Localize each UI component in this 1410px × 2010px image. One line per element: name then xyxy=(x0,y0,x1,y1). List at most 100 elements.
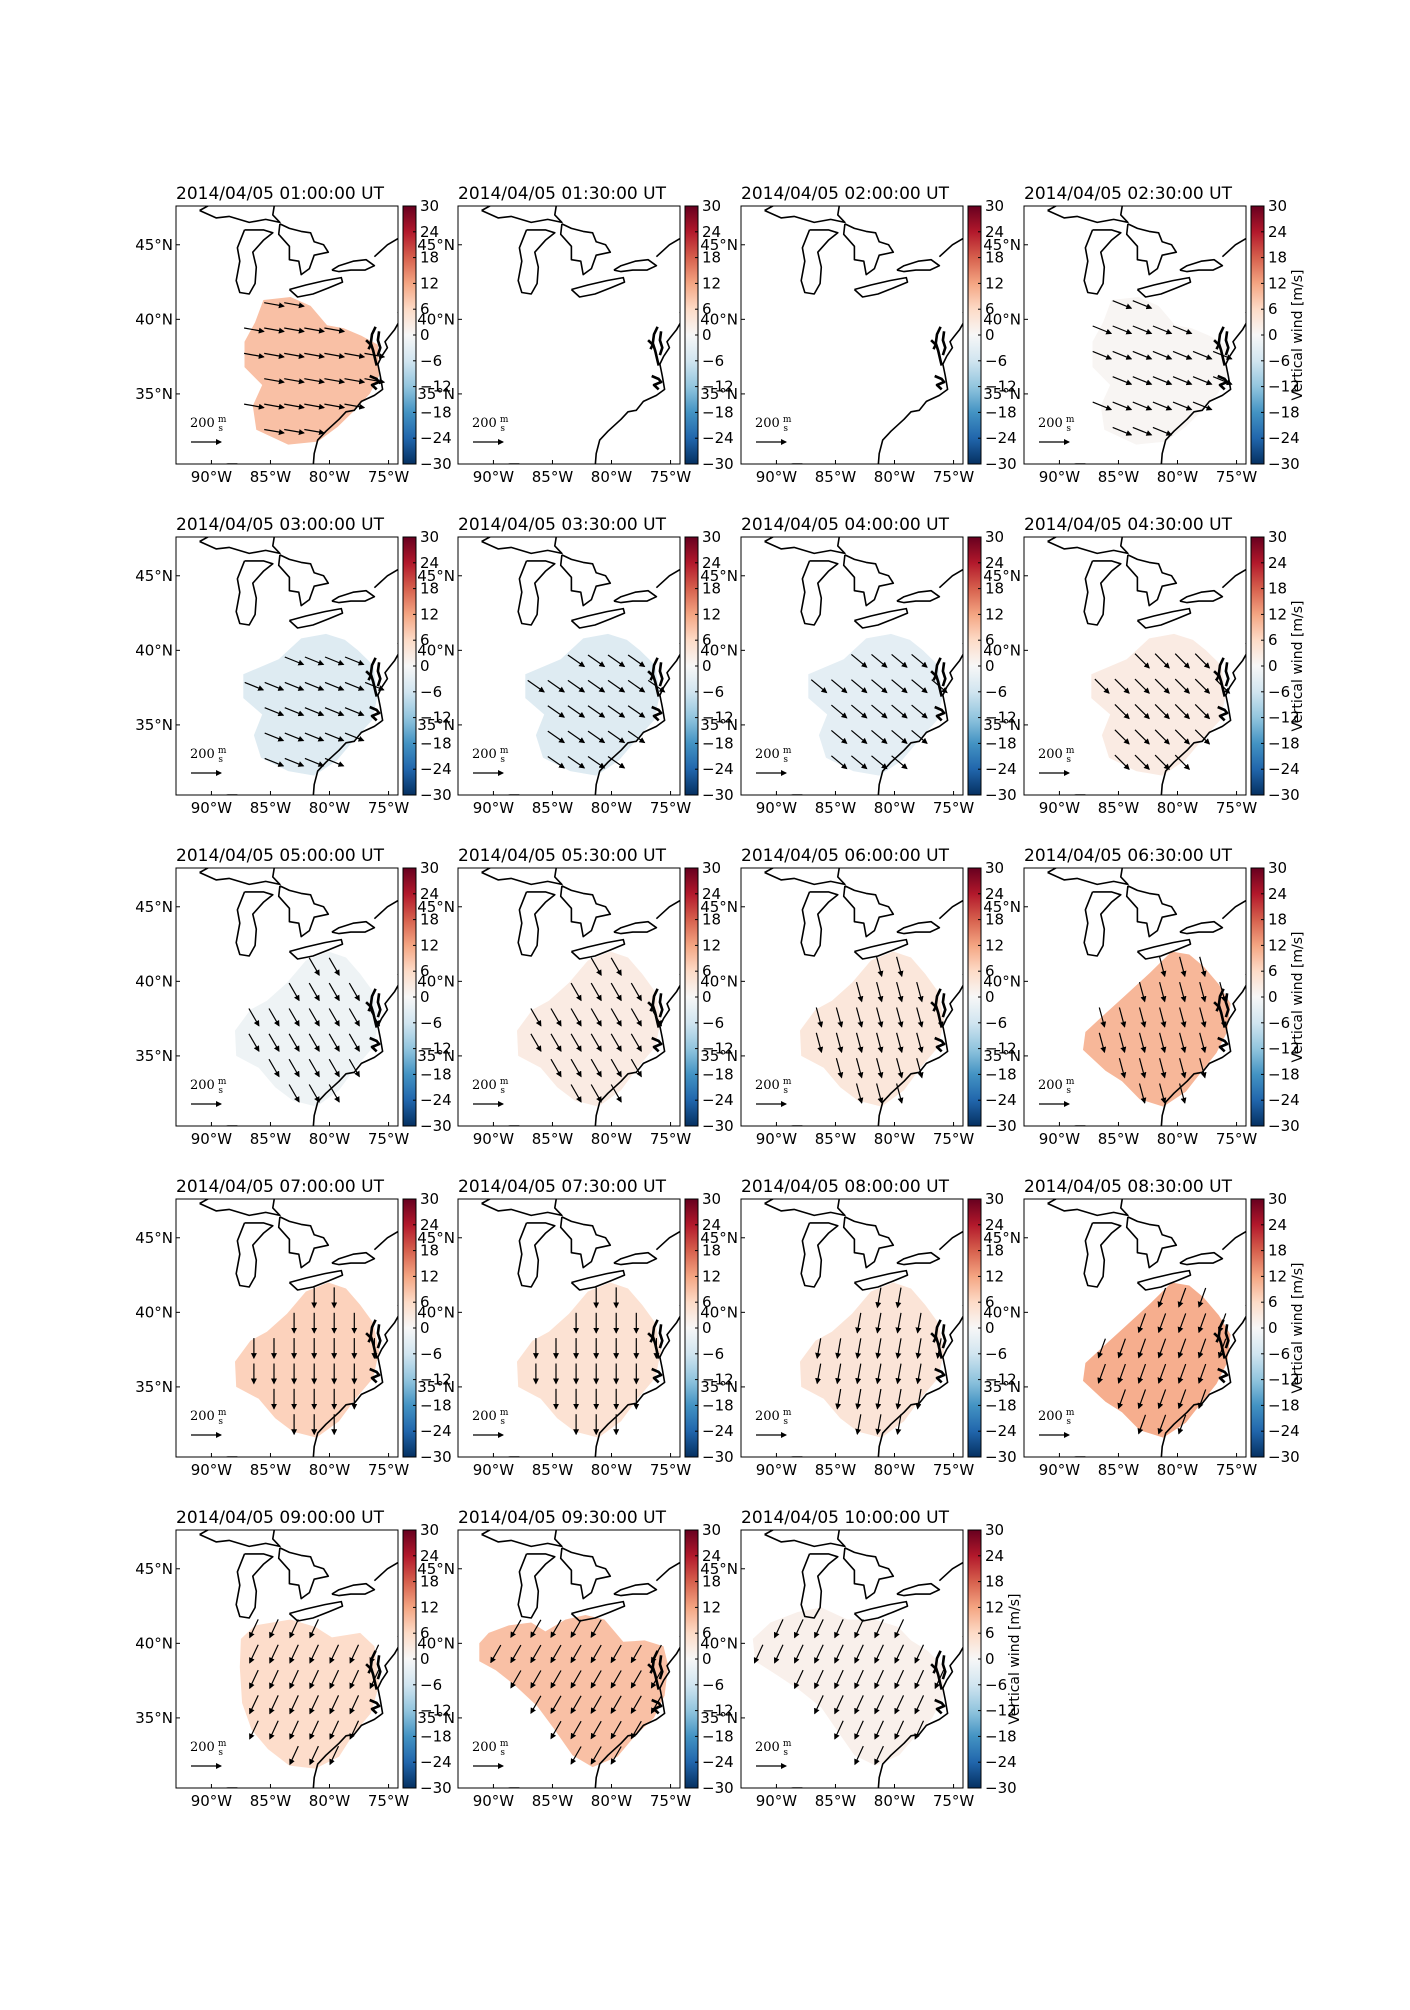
wind-vector xyxy=(831,679,848,694)
wind-vector xyxy=(369,1669,380,1690)
wind-vector xyxy=(1159,1058,1167,1079)
coastline xyxy=(277,223,330,276)
wind-vector xyxy=(348,1033,360,1052)
colorbar-tick-label: 6 xyxy=(985,1624,995,1642)
wind-vector xyxy=(1194,653,1211,669)
colorbar-tick-label: −24 xyxy=(985,429,1017,447)
wind-vector xyxy=(855,1058,864,1079)
wind-vector xyxy=(1172,325,1193,335)
scale-label: 200 m s xyxy=(755,1408,792,1427)
wind-vector xyxy=(243,403,265,410)
coastline xyxy=(853,1269,909,1291)
coastline xyxy=(277,1216,330,1269)
scale-value: 200 xyxy=(755,747,780,762)
wind-vector xyxy=(1134,754,1150,771)
colorbar-tick-label: −24 xyxy=(702,1753,734,1771)
wind-vector xyxy=(328,982,340,1002)
scale-unit-den: s xyxy=(783,424,788,434)
scale-unit-den: s xyxy=(500,1417,505,1427)
wind-vector xyxy=(911,653,928,668)
coastline xyxy=(376,993,382,1018)
wind-vector xyxy=(590,1058,602,1078)
wind-vector xyxy=(1194,703,1211,720)
wind-vector xyxy=(896,1083,904,1104)
coastline xyxy=(1213,1332,1221,1343)
lat-tick-label: 35°N xyxy=(700,1047,738,1065)
colorbar-tick-label: 6 xyxy=(985,1293,995,1311)
panel-title: 2014/04/05 03:00:00 UT xyxy=(176,515,385,535)
wind-vector xyxy=(1217,1313,1227,1334)
coastline xyxy=(365,1663,373,1674)
coastline xyxy=(1224,1324,1230,1349)
coastline xyxy=(199,537,281,555)
colorbar: 30 24 18 12 6 0 −6 −12 −18 −24 −30 xyxy=(684,528,734,804)
wind-vector xyxy=(895,1363,902,1385)
wind-vector xyxy=(854,1644,864,1664)
coastline xyxy=(517,560,556,626)
lon-tick-label: 80°W xyxy=(874,1130,916,1148)
wind-vector xyxy=(914,1720,925,1740)
lat-tick-label: 35°N xyxy=(983,1047,1021,1065)
wind-vector xyxy=(1157,1338,1167,1359)
colorbar-tick-label: −18 xyxy=(702,1727,734,1745)
wind-vector xyxy=(794,1669,804,1690)
scale-label: 200 m s xyxy=(755,746,792,765)
colorbar-tick-label: −18 xyxy=(420,734,452,752)
scale-label: 200 m s xyxy=(1038,1408,1075,1427)
coastline xyxy=(842,223,895,276)
wind-vector xyxy=(810,679,828,694)
colorbar-tick-label: 18 xyxy=(985,1573,1004,1591)
coastline xyxy=(312,1304,398,1457)
scale-label: 200 m s xyxy=(190,415,227,434)
colorbar-tick-label: 30 xyxy=(702,197,721,215)
lat-tick-label: 35°N xyxy=(700,1378,738,1396)
wind-vector xyxy=(1138,1083,1147,1104)
wind-vector xyxy=(1199,1032,1207,1054)
lat-tick-label: 40°N xyxy=(700,972,738,990)
wind-vector xyxy=(875,1414,882,1435)
colorbar: 30 24 18 12 6 0 −6 −12 −18 −24 −30 xyxy=(684,859,734,1135)
coastline xyxy=(277,1547,330,1600)
wind-field-region xyxy=(235,1282,380,1438)
map-frame xyxy=(175,867,399,1127)
wind-vector xyxy=(871,755,888,770)
wind-vector xyxy=(289,1695,299,1715)
map-panel: 2014/04/05 02:30:00 UT 200 m s 90°W 85°W 80°W 7… xyxy=(983,184,1306,486)
lon-tick-label: 75°W xyxy=(650,468,692,486)
wind-vector xyxy=(610,1084,622,1103)
colorbar-tick-label: 6 xyxy=(1268,631,1278,649)
colorbar-tick-label: 12 xyxy=(702,1598,721,1616)
coastline xyxy=(938,568,963,589)
wind-vector xyxy=(835,1338,842,1359)
colorbar-tick-label: −18 xyxy=(420,1396,452,1414)
colorbar-tick-label: −12 xyxy=(702,1702,734,1720)
colorbar-tick-label: −12 xyxy=(1268,378,1300,396)
colorbar-tick-label: −12 xyxy=(420,378,452,396)
coastline xyxy=(941,662,947,687)
scale-unit-den: s xyxy=(783,1417,788,1427)
wind-vector xyxy=(587,705,606,718)
colorbar-tick-label: 18 xyxy=(985,911,1004,929)
colorbar-tick-label: −18 xyxy=(702,1065,734,1083)
wind-vector xyxy=(248,1033,260,1052)
coastline xyxy=(930,1332,938,1343)
wind-vector xyxy=(1137,1363,1147,1384)
wind-field-region xyxy=(752,1607,945,1766)
wind-vector xyxy=(1132,376,1153,386)
lat-tick-label: 40°N xyxy=(417,1634,455,1652)
wind-vector xyxy=(855,1388,862,1410)
lon-tick-label: 85°W xyxy=(532,1461,574,1479)
coastline xyxy=(1224,993,1230,1018)
wind-vector xyxy=(1177,1287,1187,1308)
wind-vector xyxy=(567,679,586,693)
map-frame xyxy=(1023,205,1247,465)
coastline xyxy=(764,537,846,555)
map-panel: 2014/04/05 09:00:00 UT 200 m s 90°W 85°W 80°W 7… xyxy=(135,1508,451,1810)
colorbar-tick-label: 18 xyxy=(985,249,1004,267)
wind-vector xyxy=(610,1008,622,1027)
coastline xyxy=(941,1324,947,1349)
colorbar-tick-label: 6 xyxy=(702,300,712,318)
wind-vector xyxy=(590,1084,602,1103)
wind-vector xyxy=(753,1644,764,1664)
scale-unit-den: s xyxy=(500,1086,505,1096)
